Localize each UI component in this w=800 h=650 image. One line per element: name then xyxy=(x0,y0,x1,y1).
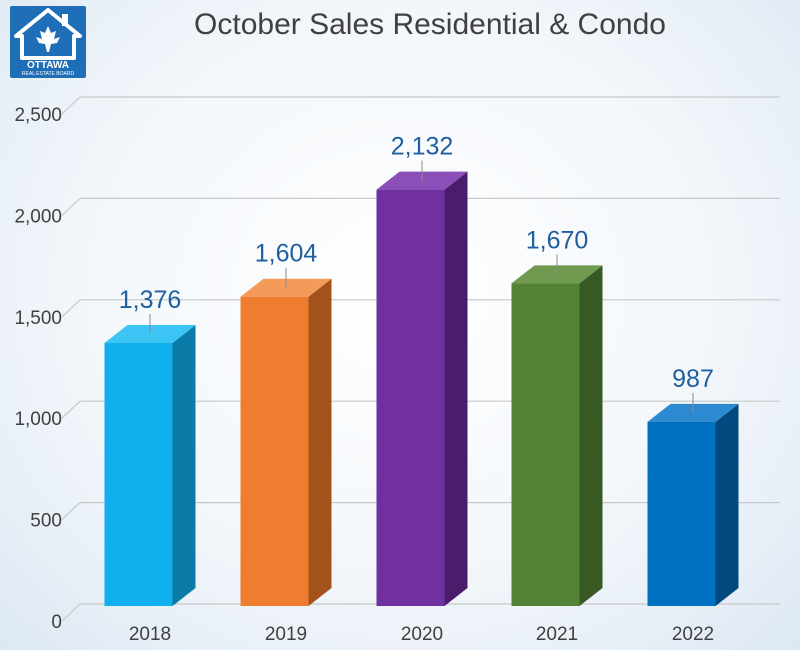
house-maple-leaf-icon: OTTAWA REAL ESTATE BOARD xyxy=(14,8,82,77)
data-label: 987 xyxy=(672,365,714,393)
y-tick-label: 2,000 xyxy=(14,206,62,227)
gridline-depth xyxy=(61,603,81,622)
logo-text-sub: REAL ESTATE BOARD xyxy=(22,71,75,77)
logo-text-main: OTTAWA xyxy=(27,60,69,71)
bar-side xyxy=(579,265,603,606)
bar-2018 xyxy=(104,324,196,606)
bar-side xyxy=(444,171,468,606)
y-tick-label: 0 xyxy=(51,612,62,633)
bar-front xyxy=(104,342,173,606)
data-label: 1,376 xyxy=(119,286,182,314)
y-tick-label: 2,500 xyxy=(14,105,62,126)
ottawa-real-estate-board-logo: OTTAWA REAL ESTATE BOARD xyxy=(10,6,86,78)
y-tick-label: 1,500 xyxy=(14,308,62,329)
x-tick-label: 2018 xyxy=(129,624,171,645)
bar-side xyxy=(172,324,196,606)
chart-title: October Sales Residential & Condo xyxy=(194,8,666,41)
gridline-depth xyxy=(61,400,81,419)
bar-2021 xyxy=(511,265,603,606)
bar-side xyxy=(308,278,332,606)
bar-front xyxy=(647,421,716,606)
x-tick-label: 2020 xyxy=(401,624,443,645)
bar-2022 xyxy=(647,403,739,606)
x-tick-label: 2022 xyxy=(672,624,714,645)
gridline-depth xyxy=(61,197,81,216)
y-tick-label: 500 xyxy=(30,511,62,532)
bar-front xyxy=(240,296,309,606)
x-tick-label: 2021 xyxy=(536,624,578,645)
gridline-depth xyxy=(61,96,81,115)
data-label: 2,132 xyxy=(391,133,454,161)
bar-front xyxy=(376,189,445,606)
gridline-depth xyxy=(61,502,81,521)
gridline-depth xyxy=(61,299,81,318)
bar-front xyxy=(511,283,580,606)
x-tick-label: 2019 xyxy=(265,624,307,645)
bar-side xyxy=(715,403,739,606)
data-label: 1,670 xyxy=(526,226,589,254)
data-label: 1,604 xyxy=(255,240,318,268)
y-tick-label: 1,000 xyxy=(14,409,62,430)
bar-2020 xyxy=(376,171,468,606)
bar-2019 xyxy=(240,278,332,606)
